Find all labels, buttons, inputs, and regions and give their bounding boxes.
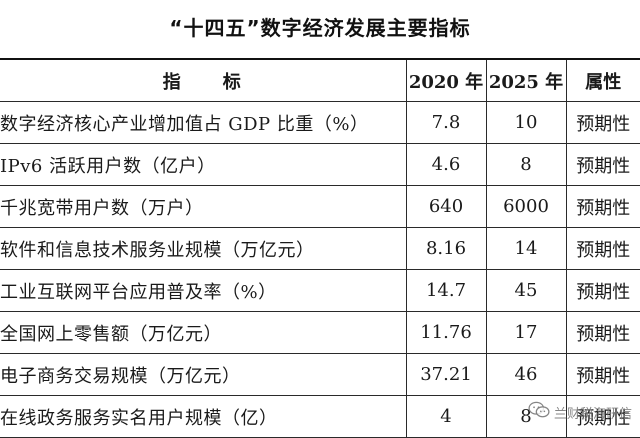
indicator-cell: 电子商务交易规模（万亿元） [0, 353, 407, 396]
page-title: “十四五”数字经济发展主要指标 [169, 16, 471, 40]
value-2020-cell: 7.8 [405, 101, 487, 144]
table-row: 全国网上零售额（万亿元） 11.76 17 预期性 [0, 311, 640, 354]
attribute-cell: 预期性 [565, 269, 640, 312]
header-attribute: 属性 [565, 58, 640, 102]
indicator-cell: 工业互联网平台应用普及率（%） [0, 269, 407, 312]
table-row: 千兆宽带用户数（万户） 640 6000 预期性 [0, 185, 640, 228]
header-indicator: 指 标 [0, 58, 407, 102]
value-2025-cell: 10 [485, 101, 567, 144]
table-row: 工业互联网平台应用普及率（%） 14.7 45 预期性 [0, 269, 640, 312]
indicator-cell: 在线政务服务实名用户规模（亿） [0, 395, 407, 438]
table-row: IPv6 活跃用户数（亿户） 4.6 8 预期性 [0, 143, 640, 186]
attribute-cell: 预期性 [565, 185, 640, 228]
value-2025-cell: 6000 [485, 185, 567, 228]
indicator-cell: 千兆宽带用户数（万户） [0, 185, 407, 228]
attribute-cell: 预期性 [565, 311, 640, 354]
header-2025: 2025 年 [485, 58, 567, 102]
attribute-cell: 预期性 [565, 143, 640, 186]
header-2020: 2020 年 [405, 58, 487, 102]
value-2020-cell: 4 [405, 395, 487, 438]
value-2020-cell: 14.7 [405, 269, 487, 312]
value-2025-cell: 14 [485, 227, 567, 270]
table-row: 电子商务交易规模（万亿元） 37.21 46 预期性 [0, 353, 640, 396]
attribute-cell: 预期性 [565, 101, 640, 144]
indicator-cell: IPv6 活跃用户数（亿户） [0, 143, 407, 186]
indicator-cell: 数字经济核心产业增加值占 GDP 比重（%） [0, 101, 407, 144]
value-2025-cell: 46 [485, 353, 567, 396]
table-row: 数字经济核心产业增加值占 GDP 比重（%） 7.8 10 预期性 [0, 101, 640, 144]
indicators-table: 指 标 2020 年 2025 年 属性 数字经济核心产业增加值占 GDP 比重… [0, 58, 640, 438]
table-row: 软件和信息技术服务业规模（万亿元） 8.16 14 预期性 [0, 227, 640, 270]
value-2020-cell: 37.21 [405, 353, 487, 396]
attribute-cell: 预期性 [565, 227, 640, 270]
value-2025-cell: 45 [485, 269, 567, 312]
value-2025-cell: 8 [485, 143, 567, 186]
value-2020-cell: 4.6 [405, 143, 487, 186]
indicator-cell: 全国网上零售额（万亿元） [0, 311, 407, 354]
value-2020-cell: 11.76 [405, 311, 487, 354]
table-header-row: 指 标 2020 年 2025 年 属性 [0, 58, 640, 102]
value-2020-cell: 8.16 [405, 227, 487, 270]
value-2020-cell: 640 [405, 185, 487, 228]
attribute-cell: 预期性 [565, 395, 640, 438]
watermark-text: 兰财税海研信 [553, 406, 632, 422]
table-row: 在线政务服务实名用户规模（亿） 4 8 预期性 [0, 395, 640, 438]
value-2025-cell: 17 [485, 311, 567, 354]
indicator-cell: 软件和信息技术服务业规模（万亿元） [0, 227, 407, 270]
attribute-cell: 预期性 [565, 353, 640, 396]
wechat-icon [528, 401, 550, 423]
watermark: 兰财税海研信 [528, 401, 632, 423]
